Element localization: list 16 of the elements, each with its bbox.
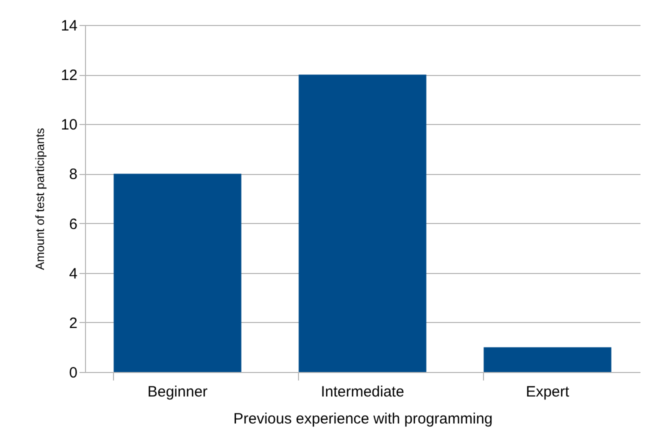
y-tick-label: 2	[69, 314, 78, 332]
y-tick-label: 6	[69, 216, 78, 233]
y-tick-label: 14	[60, 18, 78, 34]
y-tick-label: 8	[69, 166, 78, 184]
y-tick-label: 0	[69, 364, 78, 382]
x-tick-label: Beginner	[147, 384, 208, 400]
y-axis-title: Amount of test participants	[32, 128, 47, 270]
bar	[484, 347, 612, 372]
y-tick-label: 10	[60, 116, 78, 134]
x-tick-label: Intermediate	[320, 384, 404, 400]
y-tick-label: 4	[69, 265, 78, 282]
y-tick-label: 12	[60, 67, 78, 84]
x-tick-label: Expert	[526, 384, 570, 400]
bar	[114, 174, 242, 372]
x-axis-title: Previous experience with programming	[233, 410, 493, 428]
bar	[298, 74, 426, 372]
